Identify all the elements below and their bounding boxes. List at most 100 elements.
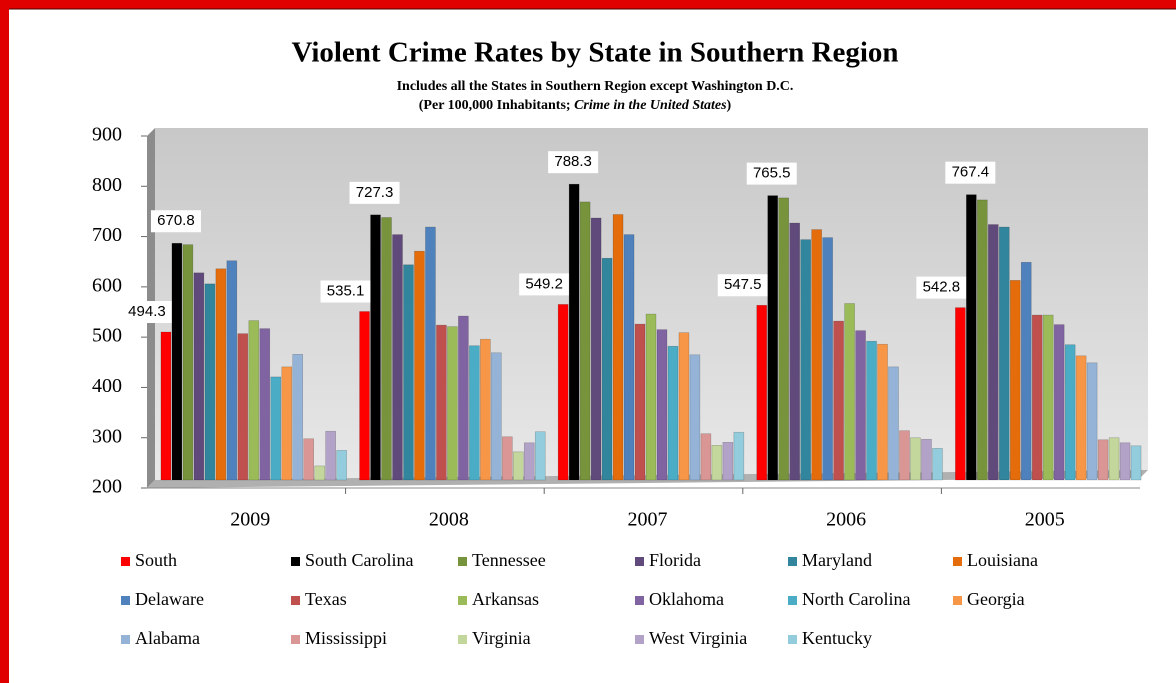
bar [910,437,921,481]
subtitle-part: (Per 100,000 Inhabitants; [419,98,574,113]
bar [182,244,194,481]
legend-swatch [458,596,467,605]
y-tick-label: 400 [92,375,122,397]
bar [921,438,932,481]
bar [689,354,701,481]
bar [678,332,690,481]
bar [855,330,866,481]
chart-subtitle: (Per 100,000 Inhabitants; Crime in the U… [419,98,732,113]
bar [215,268,227,481]
bar [932,448,943,481]
x-tick-label: 2009 [230,509,270,531]
bar [722,441,734,481]
bar [1130,445,1142,481]
legend-swatch [635,557,644,566]
bar [778,197,790,481]
bar [899,430,910,481]
legend-swatch [953,557,962,566]
legend-label: Virginia [472,628,531,648]
legend-swatch [458,557,467,566]
bar [977,199,988,481]
bar [1064,344,1076,481]
bar [711,445,723,481]
bar [248,320,260,481]
bar [325,430,336,481]
y-tick-label: 200 [92,476,122,498]
bar [1075,355,1087,481]
legend-label: Delaware [135,589,204,609]
bar [623,234,635,481]
legend-label: West Virginia [649,628,747,648]
bar [480,338,491,481]
bar [1119,442,1131,481]
legend-label: Oklahoma [649,589,724,609]
data-label: 542.8 [923,279,961,296]
data-label-box [121,301,172,324]
legend-swatch [121,557,130,566]
legend-swatch [121,596,130,605]
x-tick-label: 2007 [628,509,668,531]
bar [523,442,535,481]
legend-swatch [788,635,797,644]
bar [966,194,977,481]
bar [392,234,403,481]
bar [447,326,458,481]
bar [160,331,172,481]
subtitle-part: Crime in the United States [574,98,727,113]
bar [458,315,469,481]
legend-swatch [291,557,300,566]
bar [303,438,314,481]
bar [381,217,392,481]
legend-swatch [635,596,644,605]
y-tick-label: 500 [92,325,122,347]
x-tick-label: 2005 [1025,509,1065,531]
bar [204,283,216,481]
bar [502,436,513,481]
data-label: 494.3 [128,303,166,320]
y-tick-label: 300 [92,425,122,447]
legend-label: Mississippi [305,628,387,648]
border-left [0,0,9,683]
bar [414,250,425,481]
bar [281,366,293,481]
data-label: 547.5 [724,276,762,293]
bar [403,264,414,481]
bar [733,431,745,481]
data-label: 535.1 [327,282,365,299]
bar [557,304,569,481]
chart-title: Violent Crime Rates by State in Southern… [291,37,898,69]
bar [1031,314,1043,481]
legend-swatch [788,596,797,605]
subtitle-part: ) [727,98,732,113]
bar [314,465,325,481]
plot-wall [155,128,1148,480]
legend-label: Georgia [967,589,1025,609]
data-label: 788.3 [554,153,592,170]
bar [469,345,480,481]
bar [1020,261,1032,481]
data-label: 549.2 [525,275,563,292]
legend-label: Maryland [802,550,872,570]
bar [888,366,899,481]
bar [998,226,1010,481]
legend-swatch [291,635,300,644]
legend-label: Tennessee [472,550,546,570]
bar [1097,439,1109,481]
legend-label: Alabama [135,628,200,648]
bar [193,272,205,481]
data-label-box [150,210,201,233]
bar [579,201,591,481]
bar [866,340,877,481]
bar [436,324,447,481]
bar [270,376,282,481]
bar [877,343,888,481]
bar [568,183,580,481]
legend-label: Kentucky [802,628,872,648]
bar [425,226,436,481]
data-label: 765.5 [753,165,791,182]
bar [292,353,304,481]
bar [656,329,668,481]
legend-label: Louisiana [967,550,1038,570]
legend-swatch [121,635,130,644]
